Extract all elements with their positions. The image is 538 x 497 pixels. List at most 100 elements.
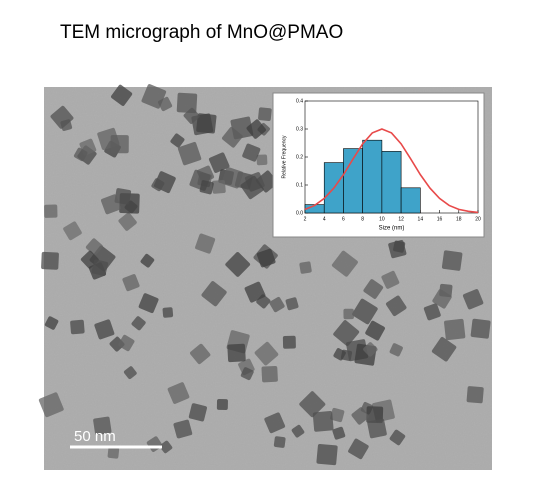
particle xyxy=(38,392,64,418)
y-tick-label: 0.0 xyxy=(296,210,303,216)
particle xyxy=(363,342,378,357)
x-tick-label: 20 xyxy=(475,216,481,222)
particle xyxy=(94,319,115,340)
y-tick-label: 0.4 xyxy=(296,98,303,104)
particle xyxy=(162,307,174,318)
particle xyxy=(462,289,484,310)
particle xyxy=(299,391,326,418)
particle xyxy=(352,298,378,325)
particle xyxy=(246,119,266,139)
x-tick-label: 16 xyxy=(437,216,443,222)
x-tick-label: 14 xyxy=(418,216,424,222)
title: TEM micrograph of MnO@PMAO xyxy=(60,22,344,43)
particle xyxy=(285,297,299,311)
particle xyxy=(170,133,185,148)
particle xyxy=(282,335,296,349)
particle xyxy=(100,194,121,215)
particle xyxy=(195,233,216,254)
particle xyxy=(269,296,285,313)
particle xyxy=(63,221,82,241)
particle xyxy=(330,407,345,423)
particle xyxy=(316,443,338,466)
particle xyxy=(208,152,230,173)
particle xyxy=(348,438,369,460)
particle xyxy=(177,141,202,166)
particle xyxy=(183,107,200,124)
x-tick-label: 6 xyxy=(342,216,345,222)
particle xyxy=(264,412,286,434)
particle xyxy=(44,316,59,330)
particle xyxy=(363,279,384,299)
particle xyxy=(366,406,384,424)
particle xyxy=(333,348,346,361)
particle xyxy=(167,382,190,404)
particle xyxy=(111,84,133,106)
particle xyxy=(70,319,85,335)
particle xyxy=(240,175,264,200)
particle xyxy=(50,105,74,129)
particle xyxy=(291,424,305,438)
x-tick-label: 8 xyxy=(361,216,364,222)
x-tick-label: 12 xyxy=(398,216,404,222)
particle xyxy=(365,320,385,341)
particle xyxy=(312,410,334,432)
particle xyxy=(91,259,109,276)
scale-bar-label: 50 nm xyxy=(74,428,116,445)
particle xyxy=(431,337,457,362)
particle xyxy=(151,178,165,192)
particle xyxy=(423,303,441,321)
y-axis-label: Relative Frequency xyxy=(281,135,287,179)
particle xyxy=(225,252,251,277)
x-tick-label: 4 xyxy=(323,216,326,222)
particles xyxy=(38,84,491,466)
particle xyxy=(389,343,403,357)
particle xyxy=(441,250,463,271)
particle xyxy=(196,113,217,134)
particle xyxy=(173,419,193,439)
particle xyxy=(118,212,137,231)
particle xyxy=(389,429,406,446)
particle xyxy=(254,341,279,366)
x-axis-label: Size (nm) xyxy=(379,226,405,232)
particle xyxy=(242,143,261,162)
particle xyxy=(244,281,266,303)
particle xyxy=(351,407,369,425)
particle xyxy=(131,316,146,331)
particle xyxy=(44,204,58,218)
particle xyxy=(41,251,59,270)
particle xyxy=(227,343,246,363)
x-tick-label: 10 xyxy=(379,216,385,222)
particle xyxy=(222,127,243,148)
particle xyxy=(188,403,208,422)
particle xyxy=(470,318,491,339)
particle xyxy=(299,261,312,274)
particle xyxy=(256,248,276,268)
particle xyxy=(211,179,226,194)
x-tick-label: 2 xyxy=(304,216,307,222)
bar xyxy=(362,139,383,214)
particle xyxy=(201,281,227,307)
particle xyxy=(388,239,407,259)
y-tick-label: 0.2 xyxy=(296,154,303,160)
inset-chart: 0.0 0.1 0.2 0.3 0.4 2 4 6 8 10 12 14 16 18 20 Size (nm)… xyxy=(281,98,481,231)
particle xyxy=(258,107,272,121)
particle xyxy=(110,135,129,154)
particle xyxy=(199,180,214,195)
particle xyxy=(432,289,452,309)
particle xyxy=(216,398,228,411)
particle xyxy=(107,447,120,459)
particle xyxy=(221,167,244,189)
particle xyxy=(138,293,159,314)
particle xyxy=(114,188,132,205)
particle xyxy=(118,334,135,352)
fit-curve xyxy=(304,128,479,214)
particle xyxy=(331,250,358,277)
particle xyxy=(261,365,278,383)
particle xyxy=(159,440,173,454)
x-tick-label: 18 xyxy=(456,216,462,222)
bar xyxy=(400,187,421,214)
particle xyxy=(256,154,268,166)
particle xyxy=(273,436,286,448)
particle xyxy=(141,84,167,109)
